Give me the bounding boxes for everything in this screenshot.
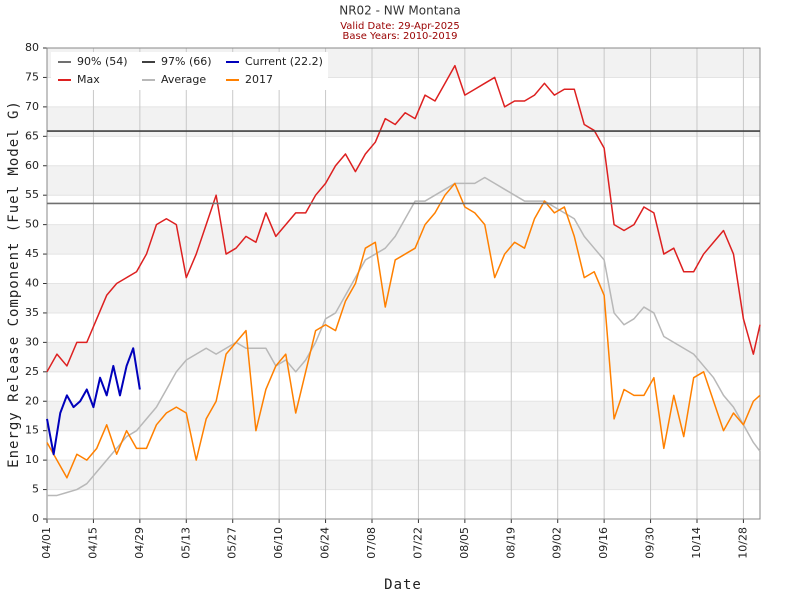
series-line [46, 347, 141, 456]
y-tick-label: 75 [25, 70, 39, 83]
y-tick-label: 35 [25, 306, 39, 319]
x-tick-label: 07/22 [411, 527, 424, 559]
x-tick-label: 06/10 [272, 527, 285, 559]
y-tick-label: 25 [25, 365, 39, 378]
x-tick-label: 10/14 [690, 527, 703, 559]
grid-band [47, 342, 760, 372]
grid-band [47, 224, 760, 255]
y-tick-label: 50 [25, 218, 39, 231]
x-tick-label: 04/01 [40, 527, 53, 559]
x-tick-label: 05/27 [226, 527, 239, 559]
x-tick-label: 06/24 [319, 527, 332, 559]
x-tick-label: 05/13 [179, 527, 192, 559]
chart-title: NR02 - NW Montana [339, 4, 461, 18]
x-tick-label: 09/02 [551, 527, 564, 559]
grid-band [47, 254, 760, 284]
y-tick-label: 5 [32, 483, 39, 496]
legend-label: 2017 [245, 73, 273, 86]
x-axis-label: Date [384, 577, 422, 593]
legend-label: 90% (54) [77, 55, 128, 68]
x-tick-label: 09/16 [597, 527, 610, 559]
y-tick-label: 70 [25, 100, 39, 113]
grid-band [47, 283, 760, 313]
y-tick-label: 65 [25, 129, 39, 142]
y-tick-label: 15 [25, 424, 39, 437]
plot-frame [46, 47, 761, 520]
grid-band [47, 312, 760, 343]
series-line [46, 182, 761, 479]
y-tick-label: 45 [25, 247, 39, 260]
grid-band [47, 106, 760, 137]
legend-label: 97% (66) [161, 55, 212, 68]
grid-band [47, 430, 760, 461]
grid-band [47, 136, 760, 166]
x-tick-label: 07/08 [365, 527, 378, 559]
grid-band [47, 401, 760, 431]
series-line [47, 176, 761, 497]
x-tick-label: 09/30 [644, 527, 657, 559]
grid-band [47, 165, 760, 196]
x-tick-label: 04/29 [133, 527, 146, 559]
y-tick-label: 30 [25, 335, 39, 348]
y-tick-label: 55 [25, 188, 39, 201]
y-axis-label: Energy Release Component (Fuel Model G) [6, 100, 22, 468]
legend-label: Max [77, 73, 100, 86]
y-tick-label: 10 [25, 453, 39, 466]
y-tick-label: 40 [25, 277, 39, 290]
y-tick-label: 80 [25, 41, 39, 54]
legend: 90% (54) 97% (66) Current (22.2) Max Average… [51, 52, 328, 90]
chart-subtitle: Valid Date: 29-Apr-2025 [340, 21, 460, 32]
legend-box [51, 52, 328, 90]
chart-subtitle: Base Years: 2010-2019 [343, 31, 458, 42]
y-tick-label: 0 [32, 512, 39, 525]
x-tick-label: 08/05 [458, 527, 471, 559]
grid-band [47, 460, 760, 490]
x-tick-label: 04/15 [86, 527, 99, 559]
y-tick-label: 60 [25, 159, 39, 172]
y-tick-label: 20 [25, 394, 39, 407]
legend-label: Current (22.2) [245, 55, 323, 68]
x-tick-label: 08/19 [504, 527, 517, 559]
legend-label: Average [161, 73, 206, 86]
series-line [46, 64, 761, 373]
grid-band [47, 489, 760, 519]
grid-band [47, 371, 760, 402]
x-tick-label: 10/28 [736, 527, 749, 559]
